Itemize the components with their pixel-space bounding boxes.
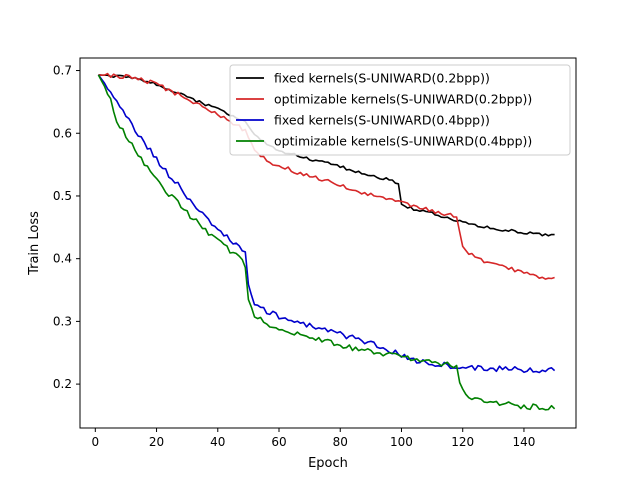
x-tick-label: 80 xyxy=(333,435,348,449)
legend-label: optimizable kernels(S-UNIWARD(0.4bpp)) xyxy=(274,134,532,149)
y-tick-label: 0.3 xyxy=(53,314,72,328)
x-tick-label: 120 xyxy=(451,435,474,449)
x-tick-label: 60 xyxy=(271,435,286,449)
y-tick-label: 0.5 xyxy=(53,189,72,203)
x-tick-label: 100 xyxy=(390,435,413,449)
series-line-3 xyxy=(97,74,556,374)
legend-label: fixed kernels(S-UNIWARD(0.4bpp)) xyxy=(274,113,490,128)
y-tick-label: 0.4 xyxy=(53,252,72,266)
legend-label: optimizable kernels(S-UNIWARD(0.2bpp)) xyxy=(274,92,532,107)
plot-series xyxy=(97,72,556,411)
x-tick-label: 40 xyxy=(210,435,225,449)
series-line-4 xyxy=(97,74,556,411)
x-tick-label: 0 xyxy=(91,435,99,449)
axis-ticks: 0 20 40 60 80 100 120 140 0.2 0.3 0.4 0.5 0.6 0.7 xyxy=(53,64,535,449)
x-tick-label: 20 xyxy=(149,435,164,449)
x-tick-label: 140 xyxy=(512,435,535,449)
y-tick-label: 0.2 xyxy=(53,377,72,391)
legend-box xyxy=(229,64,571,156)
legend: fixed kernels(S-UNIWARD(0.2bpp)) optimiza… xyxy=(229,64,571,156)
x-axis-label: Epoch xyxy=(308,456,348,471)
series-line-1 xyxy=(98,74,555,237)
plot-frame xyxy=(79,57,577,429)
y-tick-label: 0.6 xyxy=(53,126,72,140)
legend-label: fixed kernels(S-UNIWARD(0.2bpp)) xyxy=(274,71,490,86)
series-line-2 xyxy=(98,72,555,280)
y-tick-label: 0.7 xyxy=(53,64,72,78)
y-axis-label: Train Loss xyxy=(27,211,42,276)
